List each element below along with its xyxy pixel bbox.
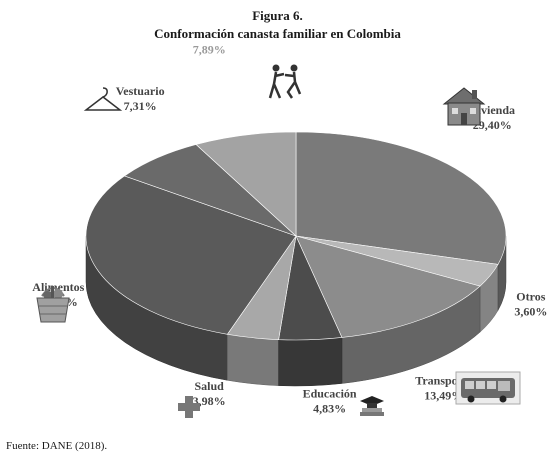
slice-value-vestuario: 7,31% (124, 99, 157, 113)
graduation-cap-icon (360, 396, 384, 416)
medical-cross-icon (178, 396, 200, 418)
food-basket-icon (36, 286, 70, 323)
pie-sides (85, 235, 507, 387)
slice-label-alimentos: Alimentos (32, 280, 84, 294)
slice-value-salud: 3,98% (193, 394, 226, 408)
slice-labels: Vivienda29,40%Otros3,60%Transporte13,49%… (32, 43, 547, 416)
slice-transporte (295, 235, 481, 338)
slice-value-transporte: 13,49% (424, 389, 463, 403)
pie-slices (85, 131, 507, 341)
slice-label-vestuario: Vestuario (116, 84, 165, 98)
house-icon (442, 87, 486, 126)
slice-value-vivienda: 29,40% (473, 118, 512, 132)
figure-title: Conformación canasta familiar en Colombi… (154, 26, 401, 41)
dancers-icon (268, 64, 302, 99)
slice-label-educacion: Educación (303, 387, 357, 401)
figure-number: Figura 6. (252, 8, 303, 23)
slice-label-vivienda: Vivienda (469, 103, 515, 117)
slice-value-educacion: 4,83% (313, 402, 346, 416)
slice-vivienda (295, 131, 507, 265)
slice-alimentos (85, 175, 297, 335)
slice-slice-8 (195, 131, 297, 237)
slice-value-otros: 3,60% (514, 305, 547, 319)
slice-side-educacion (278, 337, 343, 387)
bus-icon (455, 371, 521, 405)
slice-side-salud (227, 333, 279, 386)
slice-value-slice-8: 7,89% (193, 43, 226, 57)
slice-label-otros: Otros (516, 290, 545, 304)
slice-label-salud: Salud (194, 379, 224, 393)
source-note: Fuente: DANE (2018). (6, 440, 108, 452)
hanger-icon (83, 87, 123, 111)
